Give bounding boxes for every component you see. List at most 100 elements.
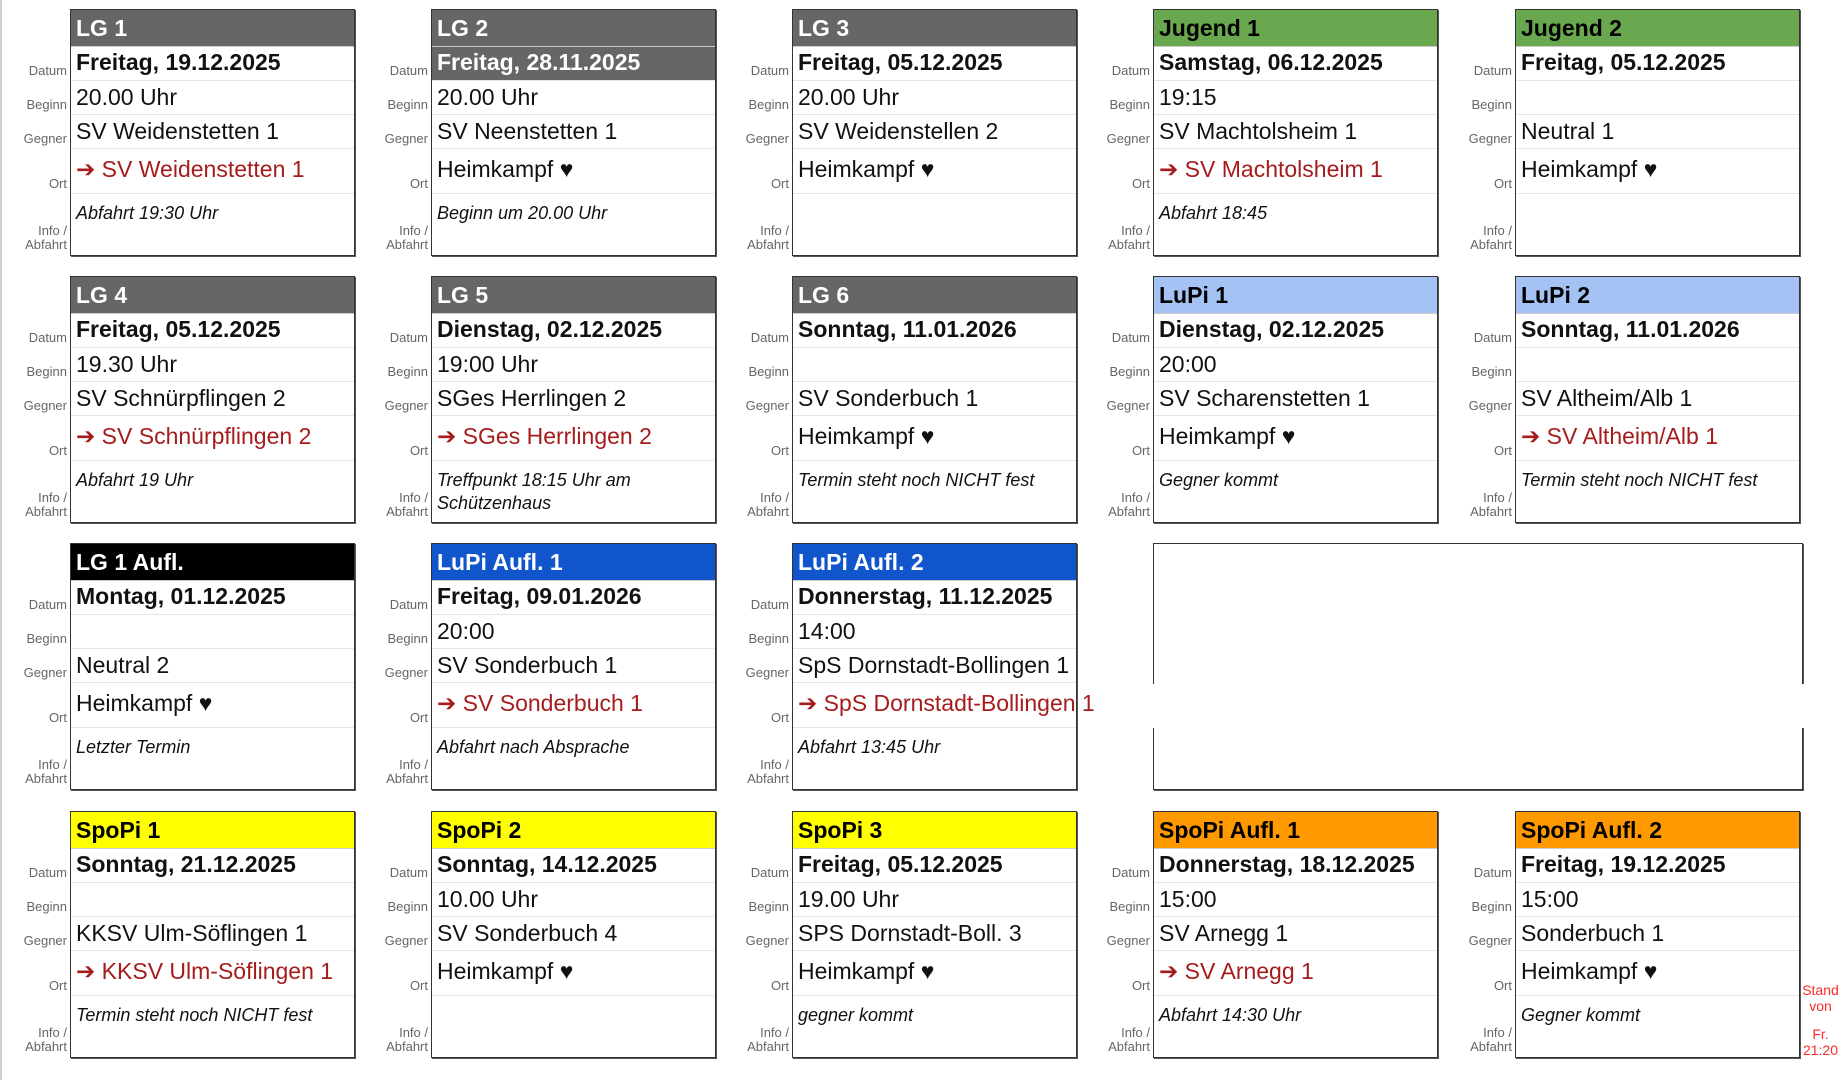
opponent-row: Gegner SV Schnürpflingen 2 — [24, 382, 354, 416]
label-info: Info / Abfahrt — [747, 758, 789, 786]
opponent-row: Gegner SV Sonderbuch 1 — [385, 649, 715, 683]
label-abfahrt-text: Abfahrt — [747, 771, 789, 786]
start-row: Beginn — [27, 615, 354, 649]
location-row: Ort Heimkampf ♥ — [1494, 951, 1799, 996]
date-value: Freitag, 05.12.2025 — [798, 49, 1003, 75]
team-header: LG 4 — [71, 277, 354, 314]
opponent-value: Sonderbuch 1 — [1521, 920, 1665, 946]
label-beginn: Beginn — [1109, 364, 1150, 379]
label-gegner: Gegner — [23, 398, 67, 413]
label-info: Info / Abfahrt — [1470, 224, 1512, 252]
heart-icon: ♥ — [559, 958, 574, 984]
start-value: 20.00 Uhr — [798, 84, 900, 110]
info-row: Info / Abfahrt Abfahrt 14:30 Uhr — [1108, 996, 1437, 1056]
date-value: Sonntag, 11.01.2026 — [1521, 316, 1740, 342]
team-header: LG 3 — [793, 10, 1076, 47]
label-beginn: Beginn — [748, 631, 789, 646]
label-datum: Datum — [389, 597, 428, 612]
card-box: SpoPi 1 Datum Sonntag, 21.12.2025 Beginn … — [24, 811, 355, 1058]
label-info-text: Info / — [399, 757, 428, 772]
location-home: Heimkampf — [1159, 423, 1276, 449]
start-value: 15:00 — [1521, 886, 1579, 912]
info-row: Info / Abfahrt Gegner kommt — [1470, 996, 1799, 1056]
start-row: Beginn 14:00 — [749, 615, 1076, 649]
label-datum: Datum — [1473, 63, 1512, 78]
opponent-value: SV Sonderbuch 1 — [437, 652, 618, 678]
info-value: Abfahrt 19:30 Uhr — [76, 203, 219, 223]
card-box: LG 5 Datum Dienstag, 02.12.2025 Beginn 19:… — [385, 276, 716, 523]
label-abfahrt-text: Abfahrt — [25, 504, 67, 519]
label-abfahrt-text: Abfahrt — [386, 504, 428, 519]
label-info-text: Info / — [38, 757, 67, 772]
start-row: Beginn — [1472, 81, 1799, 115]
location-row: Ort ➔ SV Machtolsheim 1 — [1132, 149, 1437, 194]
heart-icon: ♥ — [920, 156, 935, 182]
start-row: Beginn 15:00 — [1110, 883, 1437, 917]
label-info: Info / Abfahrt — [1470, 1026, 1512, 1054]
label-gegner: Gegner — [1468, 398, 1512, 413]
label-ort: Ort — [1493, 443, 1512, 458]
label-gegner: Gegner — [1468, 933, 1512, 948]
location-row: Ort ➔ SV Arnegg 1 — [1132, 951, 1437, 996]
info-value: Abfahrt 13:45 Uhr — [798, 737, 941, 757]
card-box: LuPi 2 Datum Sonntag, 11.01.2026 Beginn G… — [1469, 276, 1800, 523]
opponent-row: Gegner KKSV Ulm-Söflingen 1 — [24, 917, 354, 951]
location-away: SV Altheim/Alb 1 — [1546, 423, 1718, 449]
label-datum: Datum — [1111, 865, 1150, 880]
label-info: Info / Abfahrt — [25, 491, 67, 519]
team-header: SpoPi 1 — [71, 812, 354, 849]
date-value: Freitag, 28.11.2025 — [437, 49, 641, 75]
info-value: Termin steht noch NICHT fest — [76, 1005, 313, 1025]
location-row: Ort ➔ SV Sonderbuch 1 — [410, 683, 715, 728]
date-row: Datum Freitag, 09.01.2026 — [390, 581, 715, 615]
card-box: LuPi Aufl. 2 Datum Donnerstag, 11.12.2025… — [746, 543, 1095, 790]
label-gegner: Gegner — [1468, 131, 1512, 146]
label-datum: Datum — [1473, 330, 1512, 345]
label-info: Info / Abfahrt — [386, 224, 428, 252]
info-value: Gegner kommt — [1159, 470, 1279, 490]
date-row: Datum Sonntag, 21.12.2025 — [29, 849, 354, 883]
label-info-text: Info / — [760, 1025, 789, 1040]
info-value: Termin steht noch NICHT fest — [1521, 470, 1758, 490]
info-value: Termin steht noch NICHT fest — [798, 470, 1035, 490]
label-info-text: Info / — [1483, 1025, 1512, 1040]
opponent-value: SPS Dornstadt-Boll. 3 — [798, 920, 1022, 946]
card-box: SpoPi 2 Datum Sonntag, 14.12.2025 Beginn 1… — [385, 811, 716, 1058]
card-box: SpoPi 3 Datum Freitag, 05.12.2025 Beginn 1… — [746, 811, 1077, 1058]
info-row: Info / Abfahrt — [386, 996, 715, 1056]
team-card: LG 2 Datum Freitag, 28.11.2025 Beginn 20.0… — [385, 9, 716, 256]
label-info-text: Info / — [1121, 1025, 1150, 1040]
opponent-row: Gegner SPS Dornstadt-Boll. 3 — [746, 917, 1076, 951]
label-datum: Datum — [389, 63, 428, 78]
team-card: LuPi Aufl. 2 Datum Donnerstag, 11.12.2025… — [746, 543, 1095, 790]
date-value: Freitag, 19.12.2025 — [76, 49, 281, 75]
opponent-row: Gegner Neutral 1 — [1469, 115, 1799, 149]
location-home: Heimkampf — [76, 690, 193, 716]
start-row: Beginn 19.00 Uhr — [749, 883, 1076, 917]
status-line: 21:20 — [1802, 1042, 1839, 1058]
opponent-value: SV Schnürpflingen 2 — [76, 385, 286, 411]
date-row: Datum Freitag, 05.12.2025 — [751, 849, 1076, 883]
opponent-row: Gegner SV Neenstetten 1 — [385, 115, 715, 149]
opponent-row: Gegner SV Scharenstetten 1 — [1107, 382, 1437, 416]
label-info: Info / Abfahrt — [1470, 491, 1512, 519]
label-ort: Ort — [48, 176, 67, 191]
label-info-text: Info / — [399, 490, 428, 505]
label-gegner: Gegner — [23, 665, 67, 680]
heart-icon: ♥ — [920, 423, 935, 449]
label-ort: Ort — [409, 978, 428, 993]
info-row: Info / Abfahrt — [747, 194, 1076, 254]
start-value: 19:15 — [1159, 84, 1217, 110]
label-ort: Ort — [409, 176, 428, 191]
arrow-right-icon: ➔ — [1159, 156, 1179, 182]
label-abfahrt-text: Abfahrt — [747, 237, 789, 252]
info-value: Treffpunkt 18:15 Uhr am Schützenhaus — [437, 470, 631, 513]
location-row: Ort Heimkampf ♥ — [49, 683, 354, 728]
date-row: Datum Freitag, 05.12.2025 — [751, 47, 1076, 81]
card-box: LG 1 Aufl. Datum Montag, 01.12.2025 Begin… — [24, 543, 355, 790]
opponent-row: Gegner SV Altheim/Alb 1 — [1469, 382, 1799, 416]
label-ort: Ort — [770, 176, 789, 191]
info-row: Info / Abfahrt Termin steht noch NICHT fes… — [1470, 461, 1799, 521]
start-value: 19.00 Uhr — [798, 886, 900, 912]
label-beginn: Beginn — [1471, 364, 1512, 379]
